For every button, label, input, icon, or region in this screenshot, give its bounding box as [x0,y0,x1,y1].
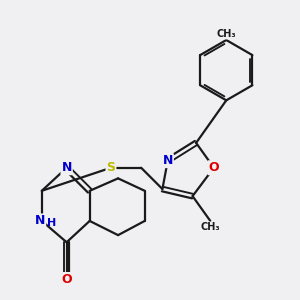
Text: CH₃: CH₃ [200,222,220,232]
Text: S: S [106,161,116,174]
Text: O: O [61,273,72,286]
Text: H: H [47,218,56,228]
Text: O: O [208,161,219,174]
Text: N: N [163,154,173,167]
Text: N: N [61,161,72,174]
Text: CH₃: CH₃ [217,28,236,39]
Text: N: N [35,214,45,227]
